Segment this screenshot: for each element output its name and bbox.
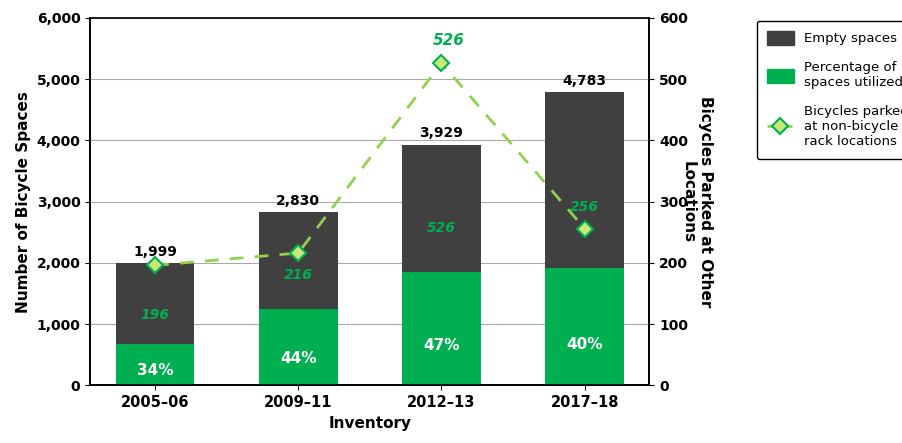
Text: 216: 216: [284, 268, 313, 282]
Bar: [402, 272, 481, 385]
Y-axis label: Bicycles Parked at Other
Locations: Bicycles Parked at Other Locations: [681, 96, 713, 307]
Bar: [259, 212, 337, 309]
Text: 2,830: 2,830: [276, 194, 320, 208]
Bar: [545, 268, 624, 385]
Text: 40%: 40%: [566, 337, 603, 352]
Bar: [115, 344, 195, 385]
Legend: Empty spaces, Percentage of
spaces utilized, Bicycles parked
at non-bicycle
rack: Empty spaces, Percentage of spaces utili…: [757, 21, 902, 159]
Text: 196: 196: [141, 308, 170, 323]
Bar: [259, 309, 337, 385]
Text: 47%: 47%: [423, 338, 460, 354]
Bar: [545, 92, 624, 268]
Bar: [402, 144, 481, 272]
Text: 256: 256: [570, 200, 599, 214]
Y-axis label: Number of Bicycle Spaces: Number of Bicycle Spaces: [16, 91, 31, 312]
Text: 1,999: 1,999: [133, 245, 177, 259]
Text: 44%: 44%: [280, 351, 317, 366]
Text: 526: 526: [433, 33, 465, 48]
Bar: [115, 263, 195, 344]
X-axis label: Inventory: Inventory: [328, 416, 411, 431]
Text: 34%: 34%: [137, 363, 173, 378]
Text: 526: 526: [427, 221, 456, 235]
Text: 3,929: 3,929: [419, 126, 464, 140]
Text: 4,783: 4,783: [563, 74, 607, 88]
